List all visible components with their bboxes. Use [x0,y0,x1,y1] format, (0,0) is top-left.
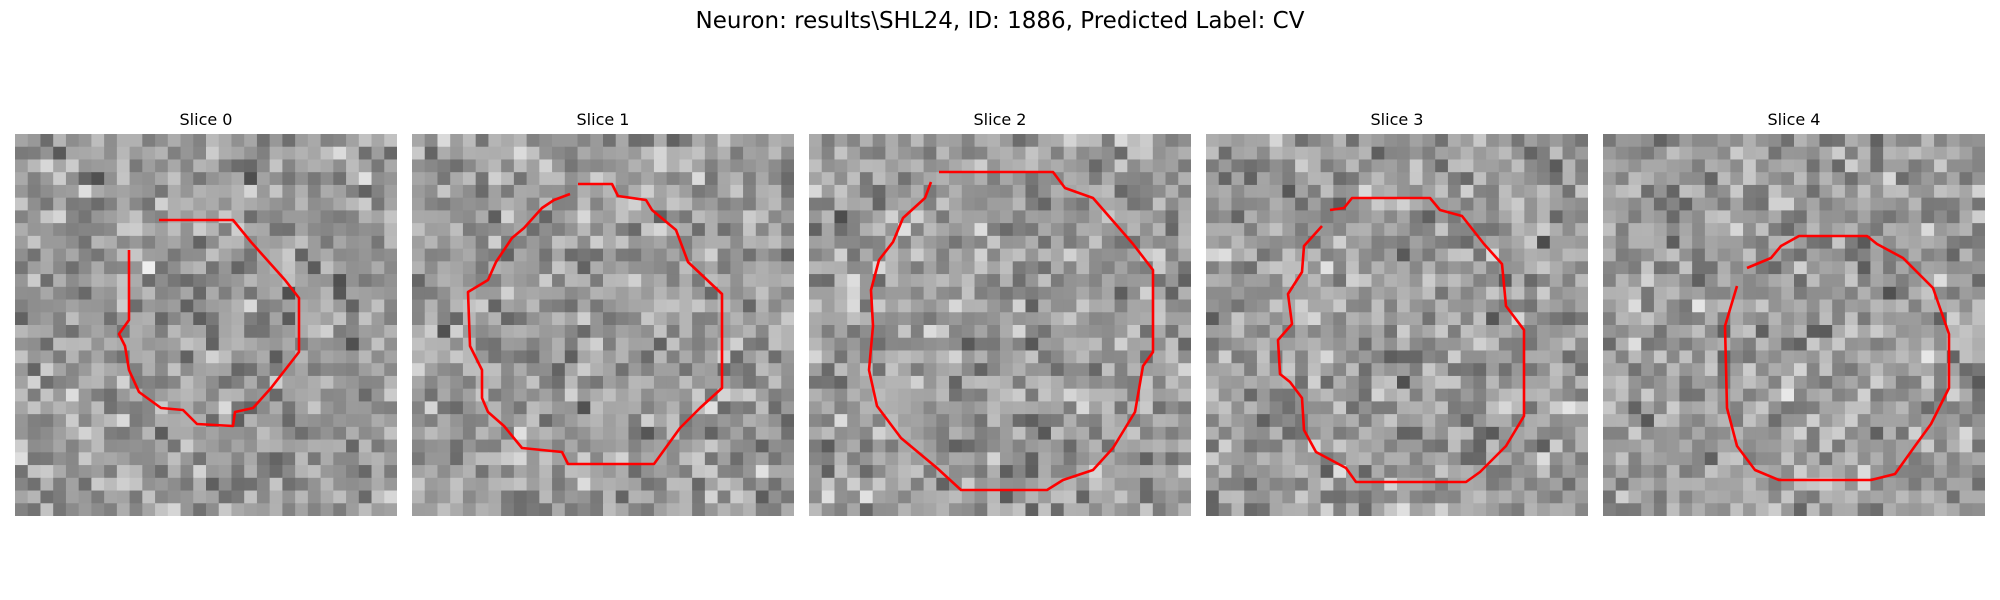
contour-2 [867,170,1155,492]
slice-panel-3: Slice 3 [1206,110,1588,520]
slice-title-4: Slice 4 [1767,110,1821,129]
slice-title-1: Slice 1 [576,110,630,129]
contour-3 [1276,196,1526,484]
slice-panel-4: Slice 4 [1603,110,1985,520]
contour-4 [1723,234,1951,482]
noise-grid-1 [412,134,794,516]
slice-panel-0: Slice 0 [15,110,397,520]
slice-panel-2: Slice 2 [809,110,1191,520]
slice-image-2 [809,134,1191,516]
slice-title-3: Slice 3 [1370,110,1424,129]
slice-panel-1: Slice 1 [412,110,794,520]
noise-grid-3 [1206,134,1588,516]
noise-grid-4 [1603,134,1985,516]
slice-title-2: Slice 2 [973,110,1027,129]
slice-image-1 [412,134,794,516]
slice-image-3 [1206,134,1588,516]
slice-image-0 [15,134,397,516]
noise-grid-2 [809,134,1191,516]
figure-title: Neuron: results\SHL24, ID: 1886, Predict… [695,8,1305,34]
slice-title-0: Slice 0 [179,110,233,129]
noise-grid-0 [15,134,397,516]
slice-image-4 [1603,134,1985,516]
contour-1 [466,182,724,466]
contour-0 [117,218,301,428]
